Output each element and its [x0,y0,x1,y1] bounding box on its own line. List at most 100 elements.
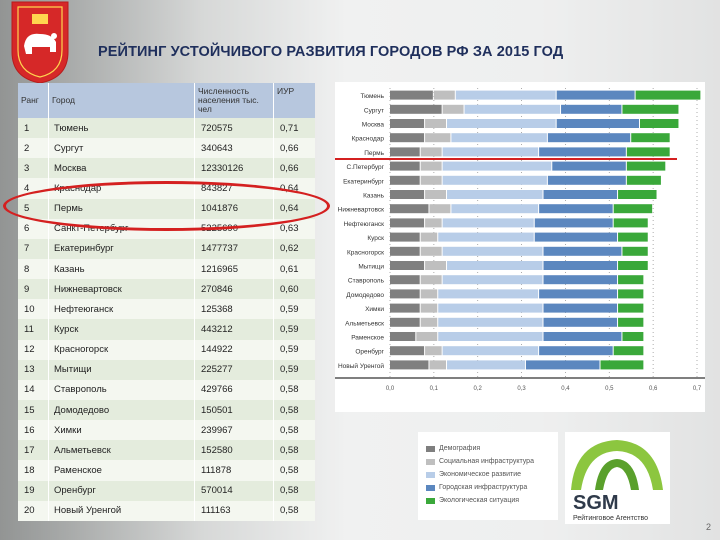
bar-segment [390,104,442,114]
table-row: 18 Раменское 111878 0,58 [18,460,315,481]
bar-segment [626,147,670,157]
bar-segment [543,303,618,313]
bar-segment [451,204,539,214]
rank-cell: 18 [18,460,49,481]
category-label: Екатеринбург [343,177,385,185]
bar-segment [631,133,670,143]
header-iur: ИУР [277,86,295,96]
legend-label: Экономическое развитие [439,471,522,478]
perm-highlight-oval [3,181,330,231]
bar-segment [534,232,618,242]
bar-segment [390,317,420,327]
city-cell: Домодедово [49,399,195,421]
city-cell: Екатеринбург [49,238,195,259]
bar-segment [543,190,618,199]
bar-segment [420,275,442,285]
bar-segment [390,346,425,356]
bar-segment [613,218,648,228]
table-row: 2 Сургут 340643 0,66 [18,138,315,159]
bar-segment [613,346,644,356]
bar-segment [618,275,644,285]
bar-segment [447,261,543,270]
bar-segment [447,190,543,199]
iur-cell: 0,71 [280,122,299,134]
bar-segment [442,246,543,256]
bar-segment [390,261,425,270]
bar-segment [447,119,556,128]
category-label: Нефтеюганск [344,221,385,228]
category-label: Раменское [351,335,384,342]
header-city: Город [49,83,195,118]
bar-segment [547,133,631,143]
city-cell: Ставрополь [49,379,195,400]
iur-cell: 0,64 [280,182,299,194]
bar-segment [442,175,547,185]
x-tick-label: 0,2 [474,386,483,392]
bar-segment [438,303,543,313]
bar-segment [600,360,644,370]
bar-segment [618,232,648,242]
population-cell: 12330126 [195,158,274,179]
page-title: РЕЙТИНГ УСТОЙЧИВОГО РАЗВИТИЯ ГОРОДОВ РФ … [98,44,564,60]
iur-cell: 0,58 [280,384,299,396]
bar-segment [390,332,416,341]
bar-segment [438,289,539,299]
city-cell: Раменское [49,460,195,481]
city-cell: Москва [49,158,195,179]
bar-segment [539,204,613,214]
category-label: Домодедово [346,292,384,299]
bar-segment [425,133,451,143]
category-label: Новый Уренгой [338,362,384,370]
bar-segment [425,119,447,128]
table-row: 3 Москва 12330126 0,66 [18,158,315,179]
legend-label: Городская инфраструктура [439,484,528,491]
legend-label: Экологическая ситуация [439,497,520,504]
rank-cell: 20 [18,500,49,521]
legend-swatch [426,497,435,504]
rank-cell: 8 [18,258,49,280]
population-cell: 429766 [195,379,274,400]
iur-cell: 0,59 [280,344,299,356]
legend-label: Социальная инфраструктура [439,458,534,465]
sgm-logo-text: SGM [573,492,619,514]
rank-cell: 15 [18,399,49,421]
sgm-logo-tagline: Рейтинговое Агентство [573,514,648,522]
city-cell: Нижневартовск [49,279,195,300]
category-label: Мытищи [358,264,384,271]
category-label: Сургут [364,107,384,114]
bar-segment [390,119,425,128]
population-cell: 225277 [195,359,274,380]
population-cell: 270846 [195,279,274,300]
bar-segment [420,232,438,242]
population-cell: 340643 [195,138,274,159]
page-number: 2 [705,522,711,532]
rank-cell: 1 [18,118,49,139]
bar-segment [447,360,525,370]
table-row: 16 Химки 239967 0,58 [18,420,315,441]
bar-segment [618,190,657,199]
bar-segment [556,90,635,100]
bar-segment [622,104,679,114]
category-label: Курск [367,235,384,242]
bar-segment [539,289,618,299]
bar-segment [425,261,447,270]
rank-cell: 2 [18,138,49,159]
bar-segment [425,346,442,356]
bar-segment [420,246,442,256]
bar-segment [543,332,622,341]
stacked-bar-chart: Тюмень Сургут Москва Краснодар Пермь С.Петерб… [328,88,705,392]
population-cell: 111878 [195,460,274,481]
rank-cell: 10 [18,299,49,320]
legend-item: Экологическая ситуация [426,494,558,507]
bar-segment [438,232,534,242]
sgm-logo: SGM Рейтинговое Агентство [565,432,670,524]
city-cell: Тюмень [49,118,195,139]
city-cell: Оренбург [49,480,195,501]
category-label: Москва [362,122,385,129]
bar-segment [552,161,626,171]
city-cell: Курск [49,319,195,340]
rank-cell: 6 [18,218,49,239]
bar-segment [618,261,648,270]
table-body: 1 Тюмень 720575 0,71 2 Сургут 340643 0,66 3 Москв… [18,118,315,521]
category-label: Тюмень [360,93,384,100]
